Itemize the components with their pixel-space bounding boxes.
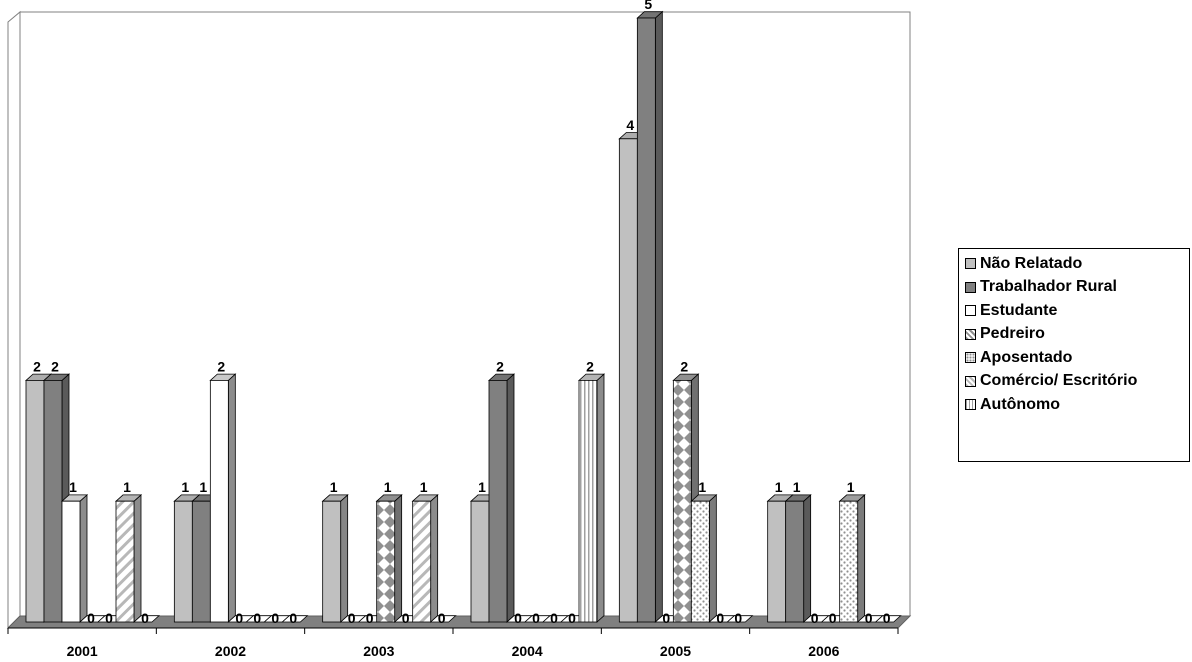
data-label: 2 [33,358,41,374]
bar [838,494,866,623]
category-label: 2006 [808,643,839,659]
category-label: 2002 [215,643,246,659]
data-label: 1 [181,479,189,495]
data-label: 0 [532,610,540,626]
bar [690,494,718,623]
category-label: 2005 [660,643,691,659]
bar [281,615,309,623]
data-label: 0 [253,610,261,626]
bar [132,615,161,623]
data-label: 2 [496,358,504,374]
bar [411,494,439,623]
legend-label: Aposentado [980,348,1073,366]
legend-item: Autônomo [965,393,1189,417]
legend-label: Não Relatado [980,254,1083,272]
legend-item: Aposentado [965,346,1189,370]
data-label: 5 [644,0,652,12]
bar [429,615,457,623]
category-label: 2003 [363,643,394,659]
data-label: 0 [141,610,149,626]
data-label: 0 [348,610,356,626]
data-label: 0 [716,610,724,626]
legend-label: Autônomo [980,395,1060,413]
legend-swatch [965,258,976,270]
legend: Não Relatado Trabalhador Rural Estudante… [958,248,1190,462]
category-label: 2004 [512,643,543,659]
legend-label: Trabalhador Rural [980,278,1117,296]
bar [114,494,143,623]
data-label: 1 [69,479,77,495]
data-label: 1 [775,479,783,495]
data-label: 0 [271,610,279,626]
legend-swatch [965,352,976,364]
legend-swatch [965,399,976,411]
data-label: 1 [793,479,801,495]
bar [375,494,403,623]
bar [577,373,606,623]
data-label: 1 [420,479,428,495]
category-labels-layer: 2001 2002 2003 2004 2005 2006 [67,643,840,659]
data-label: 0 [366,610,374,626]
bars-layer [24,10,902,623]
legend-swatch [965,281,976,293]
data-label: 0 [662,610,670,626]
category-label: 2001 [67,643,98,659]
data-label: 2 [586,358,594,374]
data-label: 0 [865,610,873,626]
data-label: 0 [438,610,446,626]
legend-item: Comércio/ Escritório [965,370,1189,394]
data-label: 1 [698,479,706,495]
data-label: 0 [829,610,837,626]
legend-swatch [965,375,976,387]
data-label: 2 [217,358,225,374]
data-label: 0 [402,610,410,626]
legend-label: Estudante [980,301,1058,319]
legend-swatch [965,328,976,340]
bar [874,615,902,623]
data-label: 2 [680,358,688,374]
bar [321,494,349,623]
bar [636,10,664,623]
legend-label: Comércio/ Escritório [980,372,1138,390]
legend-item: Não Relatado [965,252,1189,276]
legend-item: Trabalhador Rural [965,276,1189,300]
data-label: 1 [330,479,338,495]
bar [726,615,754,623]
side-wall [7,10,21,630]
data-label: 0 [734,610,742,626]
data-label: 1 [847,479,855,495]
legend-item: Estudante [965,299,1189,323]
data-label: 0 [811,610,819,626]
bar [209,373,237,623]
bar [784,494,812,623]
legend-label: Pedreiro [980,325,1045,343]
x-axis [7,627,899,634]
data-label: 1 [123,479,131,495]
data-label: 0 [289,610,297,626]
data-label: 1 [199,479,207,495]
data-label: 0 [883,610,891,626]
data-label: 0 [514,610,522,626]
data-label: 4 [626,117,634,133]
legend-item: Pedreiro [965,323,1189,347]
legend-swatch [965,305,976,317]
bar [60,494,89,623]
data-label: 0 [550,610,558,626]
data-label: 2 [51,358,59,374]
bar [487,373,516,623]
data-label: 1 [384,479,392,495]
data-label: 1 [478,479,486,495]
data-label: 0 [568,610,576,626]
data-label: 0 [235,610,243,626]
data-label: 0 [105,610,113,626]
data-label: 0 [87,610,95,626]
